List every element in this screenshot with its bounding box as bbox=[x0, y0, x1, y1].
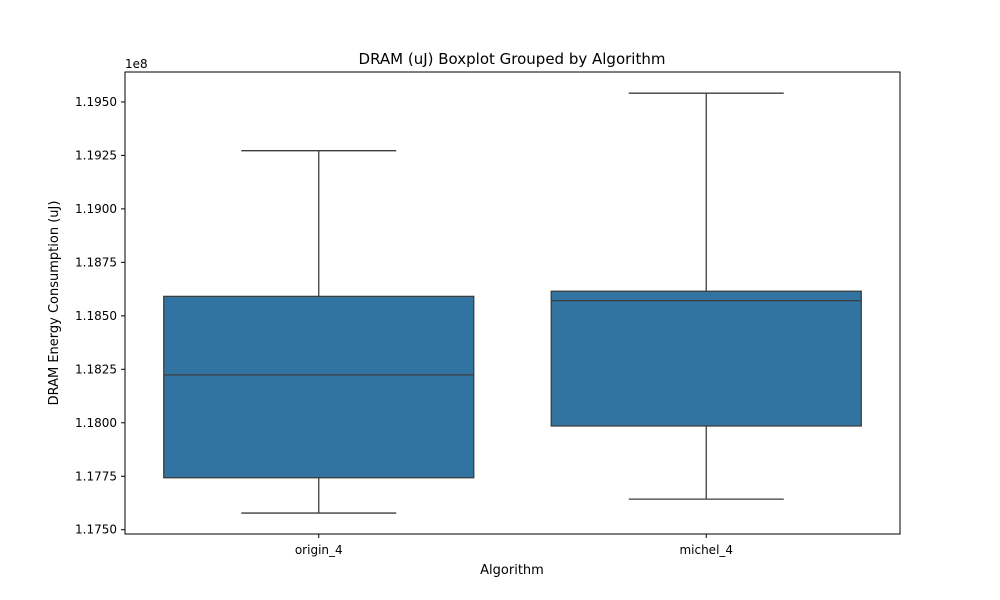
y-tick-label: 1.1900 bbox=[75, 202, 117, 216]
x-axis-label: Algorithm bbox=[480, 563, 544, 578]
x-tick-label: origin_4 bbox=[295, 543, 343, 557]
y-tick-label: 1.1850 bbox=[75, 309, 117, 323]
x-tick-label: michel_4 bbox=[679, 543, 733, 557]
y-tick-label: 1.1950 bbox=[75, 95, 117, 109]
y-axis-label: DRAM Energy Consumption (uJ) bbox=[47, 201, 62, 406]
y-tick-label: 1.1825 bbox=[75, 362, 117, 376]
y-tick-label: 1.1925 bbox=[75, 148, 117, 162]
box-michel_4 bbox=[550, 290, 862, 427]
y-tick-label: 1.1750 bbox=[75, 523, 117, 537]
chart-title: DRAM (uJ) Boxplot Grouped by Algorithm bbox=[359, 50, 666, 68]
y-tick-label: 1.1800 bbox=[75, 416, 117, 430]
axes-frame bbox=[124, 71, 901, 535]
y-axis-offset-label: 1e8 bbox=[125, 57, 148, 71]
plot-area: 1.1750 1.1775 1.1800 1.1825 1.1850 1.1875 1.19… bbox=[75, 92, 862, 557]
y-tick-label: 1.1875 bbox=[75, 255, 117, 269]
box-origin_4 bbox=[163, 295, 475, 479]
y-tick-label: 1.1775 bbox=[75, 469, 117, 483]
